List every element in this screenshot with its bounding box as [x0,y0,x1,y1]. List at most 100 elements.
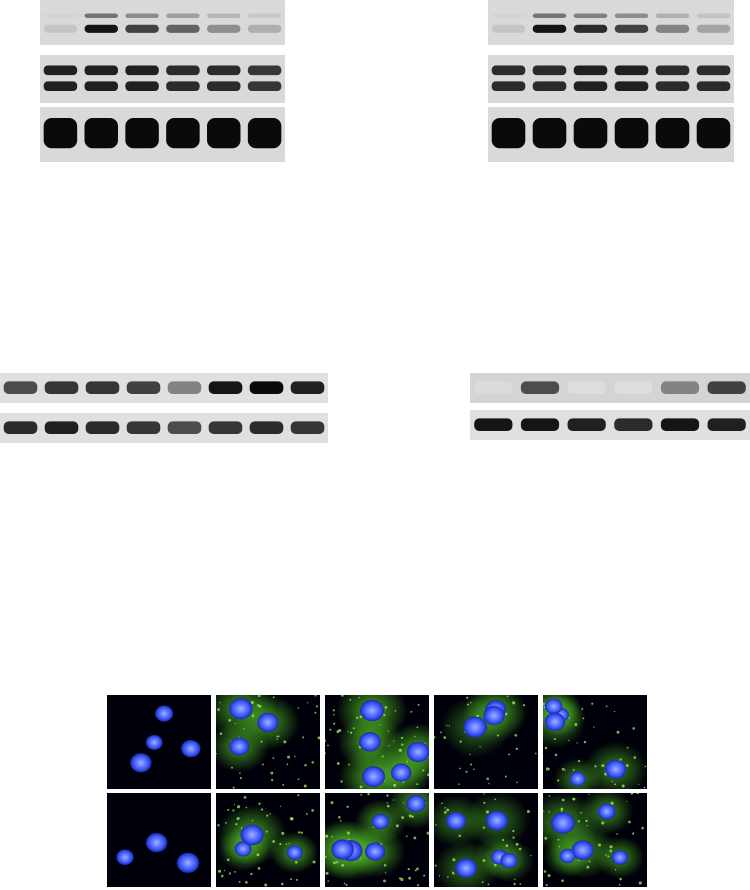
blot-svg [0,413,328,443]
punctate-stain [359,785,363,789]
punctate-stain [393,740,395,742]
blot-svg [488,55,734,103]
punctate-stain [609,849,613,853]
blot-band [290,421,325,434]
punctate-stain [356,716,359,719]
punctate-stain [512,701,516,705]
punctate-stain [577,820,580,823]
punctate-stain [545,884,548,887]
blot-band [126,381,161,394]
punctate-stain [400,736,404,740]
nucleus [597,803,616,820]
blot-band [166,13,200,18]
blot-band [614,118,649,149]
nucleus [116,849,134,866]
punctate-stain [580,811,583,814]
punctate-stain [446,724,448,727]
punctate-stain [402,802,405,804]
punctate-stain [485,810,490,814]
punctate-stain [548,767,550,770]
punctate-stain [501,838,505,842]
punctate-stain [465,770,468,773]
punctate-stain [557,779,560,782]
nucleus [544,698,563,715]
punctate-stain [346,805,349,808]
punctate-stain [466,696,469,699]
blot-svg [40,107,285,162]
punctate-stain [287,755,291,759]
blot-band [84,24,118,33]
punctate-stain [258,802,261,805]
punctate-stain [644,765,647,768]
blot-band [614,13,649,18]
punctate-stain [236,816,240,821]
nucleus [361,766,386,787]
punctate-stain [239,772,241,774]
nucleus [455,858,477,878]
punctate-stain [225,821,227,824]
punctate-stain [467,703,470,706]
punctate-stain [219,702,221,704]
punctate-stain [638,783,640,785]
punctate-stain [574,723,578,727]
punctate-stain [400,877,404,882]
blot-band [655,13,690,18]
punctate-stain [638,881,642,885]
blot-band [474,418,513,431]
punctate-stain [336,762,340,765]
punctate-stain [251,819,254,822]
punctate-stain [593,726,595,728]
punctate-stain [226,858,230,862]
punctate-stain [487,883,490,886]
blot-band [3,381,38,394]
punctate-stain [626,800,628,803]
nucleus [544,712,566,732]
blot-band [573,118,608,149]
punctate-stain [416,726,419,729]
punctate-stain [513,882,516,886]
blot-band [247,24,282,33]
punctate-stain [348,763,351,766]
blot-band [84,65,118,76]
punctate-stain [302,736,305,739]
punctate-stain [446,808,450,812]
punctate-stain [228,719,232,722]
punctate-stain [614,783,617,786]
micrograph-panel [543,695,647,789]
punctate-stain [554,753,558,757]
punctate-stain [271,779,274,782]
blot-band [491,81,526,91]
punctate-stain [303,784,307,788]
middle-right-blot-strip-2 [470,410,750,440]
punctate-stain [506,695,509,698]
punctate-stain [560,810,563,812]
punctate-stain [217,824,220,827]
punctate-stain [257,866,261,870]
nucleus [463,716,487,738]
punctate-stain [243,728,245,730]
micrograph-panel [434,793,538,887]
punctate-stain [216,752,217,755]
blot-band [167,381,202,394]
punctate-stain [245,806,248,809]
nucleus [286,845,303,860]
blot-band [43,118,78,149]
punctate-stain [347,731,349,733]
blot-svg [40,55,285,103]
blot-band [43,65,78,76]
punctate-stain [426,831,429,835]
punctate-stain [359,715,363,719]
punctate-stain [459,767,461,770]
blot-band [166,81,200,91]
punctate-stain [260,808,264,811]
punctate-stain [401,816,405,819]
punctate-stain [329,728,332,731]
punctate-stain [256,853,260,857]
punctate-stain [239,777,242,780]
punctate-stain [636,793,639,795]
micrograph-svg [107,695,211,789]
blot-background [470,410,750,440]
punctate-stain [505,844,509,847]
punctate-stain [217,708,220,711]
punctate-stain [285,843,288,845]
